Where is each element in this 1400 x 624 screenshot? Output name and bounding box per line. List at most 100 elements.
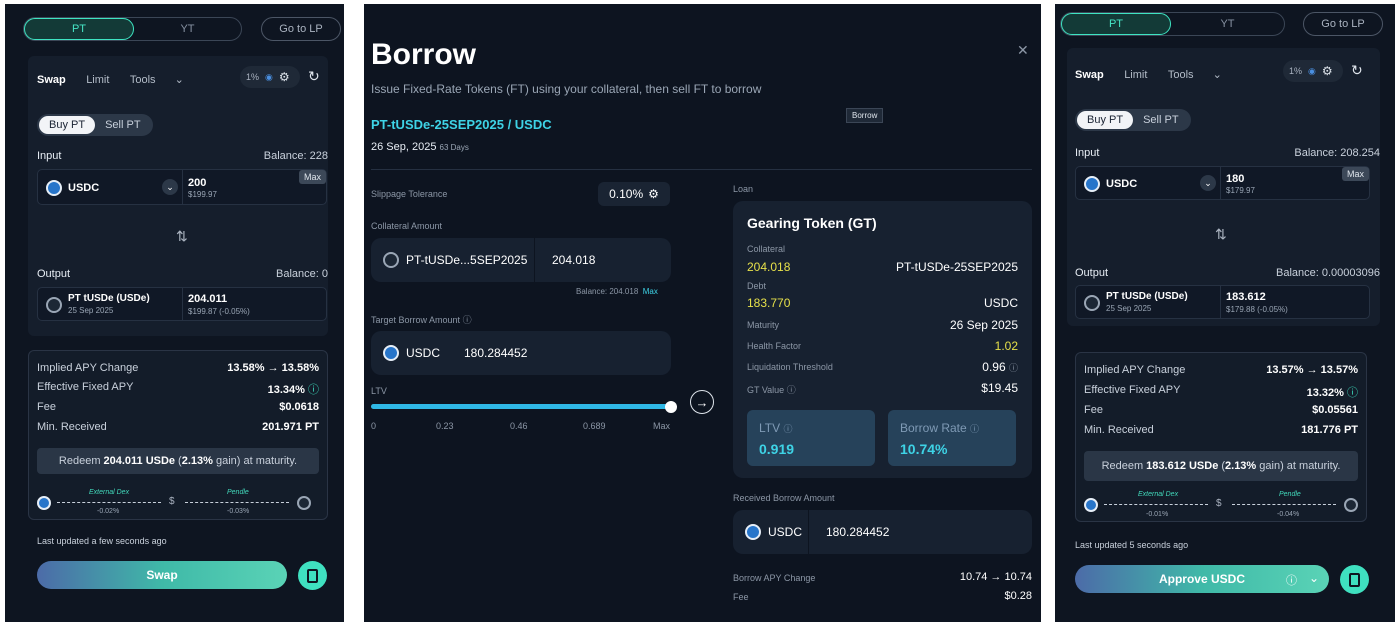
maturity-date: 26 Sep, 2025 63 Days [371,141,469,153]
routing-icon: ◉ [1308,65,1316,76]
sell-pt-tab[interactable]: Sell PT [1143,114,1179,126]
pt-yt-toggle[interactable]: PT YT [1060,12,1285,36]
route-external-pct: -0.02% [97,508,120,515]
tab-limit[interactable]: Limit [86,74,110,86]
tab-limit[interactable]: Limit [1124,69,1148,81]
gt-value-value: $19.45 [981,381,1018,395]
ltv-slider-handle[interactable] [665,401,677,413]
target-borrow-input[interactable]: USDC 180.284452 [371,331,671,375]
tab-pt[interactable]: PT [1061,13,1171,35]
swap-button[interactable]: Swap [37,561,287,589]
buy-pt-tab[interactable]: Buy PT [1077,111,1134,129]
tab-tools-label: Tools [129,74,156,86]
input-field[interactable]: USDC ⌄ 200 $199.97 Max [37,169,327,205]
debt-key: Debt [747,281,767,291]
output-token: PT tUSDe (USDe) [68,293,150,304]
target-amount[interactable]: 180.284452 [464,346,528,360]
tab-swap[interactable]: Swap [37,74,66,86]
pt-token-icon [1344,496,1358,514]
chevron-down-icon: ⌄ [174,74,184,86]
gear-icon[interactable]: ⚙ [278,70,290,84]
info-icon[interactable]: ⓘ [786,385,796,395]
arrow-right-icon[interactable]: → [690,390,714,414]
buy-sell-toggle[interactable]: Buy PT Sell PT [1075,109,1191,131]
health-factor-key: Health Factor [747,341,802,351]
market-pair[interactable]: PT-tUSDe-25SEP2025 / USDC [371,117,552,132]
info-icon[interactable]: ⓘ [308,384,319,396]
slippage-pill[interactable]: 1% ◉ ⚙ [1283,60,1343,82]
redeem-banner: Redeem 204.011 USDe(2.13% gain) at maturi… [37,448,319,474]
tab-tools[interactable]: Tools ⌄ [1168,69,1238,81]
go-to-lp-button[interactable]: Go to LP [261,17,341,41]
fee-value: $0.28 [1004,590,1032,602]
tab-yt[interactable]: YT [180,23,195,35]
detail-row: Effective Fixed APY 13.32% ⓘ [1084,384,1358,399]
info-icon[interactable]: ⓘ [462,315,472,325]
sell-pt-tab[interactable]: Sell PT [105,119,141,131]
info-icon[interactable]: ⓘ [1008,363,1018,373]
close-icon[interactable]: ✕ [1017,42,1029,58]
approve-usdc-button[interactable]: Approve USDC ⓘ ⌄ [1075,565,1329,593]
swap-card: Swap Limit Tools ⌄ 1% ◉ ⚙ ↻ Buy PT Sell … [1067,48,1380,326]
usdc-icon [1084,175,1100,193]
detail-row: Implied APY Change 13.57% → 13.57% [1084,364,1358,376]
input-balance: Balance: 208.254 [1294,147,1380,159]
slippage-selector[interactable]: 0.10% ⚙ [598,182,670,206]
pt-token-icon [383,251,399,269]
route-external-pct: -0.01% [1146,511,1169,518]
tab-swap[interactable]: Swap [1075,69,1104,81]
input-label: Input [37,150,62,162]
output-field: PT tUSDe (USDe) 25 Sep 2025 183.612 $179… [1075,285,1370,319]
apy-change-value: 10.74 → 10.74 [959,571,1032,583]
output-label: Output [37,268,71,280]
chevron-down-icon[interactable]: ⌄ [1308,571,1319,585]
output-usd-value: $199.87 (-0.05%) [188,307,250,316]
tab-pt[interactable]: PT [24,18,134,40]
info-icon[interactable]: ⓘ [1286,575,1297,587]
refresh-icon[interactable]: ↻ [308,68,320,84]
max-button[interactable]: Max [298,170,326,184]
collateral-balance: Balance: 204.018 Max [576,287,658,296]
ltv-tick: 0.689 [583,421,606,431]
gear-icon[interactable]: ⚙ [1321,64,1333,78]
swap-panel-left: PT YT Go to LP Swap Limit Tools ⌄ 1% ◉ ⚙… [5,4,344,622]
slippage-label: Slippage Tolerance [371,189,448,199]
output-usd-value: $179.88 (-0.05%) [1226,305,1288,314]
refresh-icon[interactable]: ↻ [1351,62,1363,78]
buy-pt-tab[interactable]: Buy PT [39,116,96,134]
go-to-lp-button[interactable]: Go to LP [1303,12,1383,36]
route-pendle: Pendle [1279,491,1301,498]
max-button[interactable]: Max [1341,167,1369,181]
tab-yt[interactable]: YT [1220,18,1235,30]
collateral-amount[interactable]: 204.018 [552,253,596,267]
input-amount[interactable]: 200 [188,177,207,189]
info-icon[interactable]: ⓘ [783,424,793,434]
input-amount[interactable]: 180 [1226,173,1245,185]
swap-tabs: Swap Limit Tools ⌄ [37,70,216,88]
max-link[interactable]: Max [642,287,658,296]
ltv-tick: 0.46 [510,421,528,431]
info-icon[interactable]: ⓘ [970,424,980,434]
dollar-icon: $ [169,496,175,507]
usdc-icon [383,344,399,362]
output-balance: Balance: 0 [276,268,328,280]
chevron-down-icon[interactable]: ⌄ [162,179,178,195]
detail-row: Fee $0.0618 [37,401,319,413]
usdc-icon [37,494,51,512]
tab-tools-label: Tools [1167,69,1194,81]
info-icon[interactable]: ⓘ [1347,387,1358,399]
input-token: USDC [1106,178,1138,190]
pt-token-icon [297,494,311,512]
slippage-pill[interactable]: 1% ◉ ⚙ [240,66,300,88]
swap-direction-icon[interactable]: ⇅ [1215,226,1227,242]
calculator-icon[interactable] [1340,565,1369,594]
calculator-icon[interactable] [298,561,327,590]
buy-sell-toggle[interactable]: Buy PT Sell PT [37,114,153,136]
pt-yt-toggle[interactable]: PT YT [23,17,242,41]
input-field[interactable]: USDC ⌄ 180 $179.97 Max [1075,166,1370,200]
chevron-down-icon[interactable]: ⌄ [1200,175,1216,191]
received-token: USDC [768,525,803,539]
tab-tools[interactable]: Tools ⌄ [130,74,200,86]
collateral-input[interactable]: PT-tUSDe...5SEP2025 204.018 [371,238,671,282]
swap-direction-icon[interactable]: ⇅ [176,228,188,244]
